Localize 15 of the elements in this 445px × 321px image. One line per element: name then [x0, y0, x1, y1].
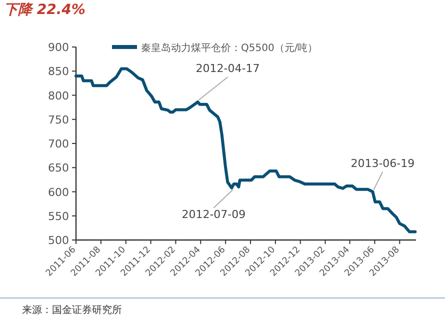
annotation: 2013-06-19: [350, 156, 415, 170]
y-tick-label: 550: [48, 210, 69, 223]
y-tick-label: 900: [48, 41, 69, 54]
source-note: 来源：国金证券研究所: [22, 304, 122, 316]
y-tick-label: 650: [48, 162, 69, 175]
chart-title: 下降 22.4%: [4, 2, 86, 18]
legend-label: 秦皇岛动力煤平仓价：Q5500（元/吨）: [141, 42, 318, 54]
y-tick-label: 800: [48, 89, 69, 102]
y-tick-label: 600: [48, 186, 69, 199]
annotation: 2012-04-17: [196, 62, 260, 76]
y-tick-label: 700: [48, 138, 69, 150]
annotation: 2012-07-09: [182, 208, 246, 221]
y-tick-label: 750: [48, 113, 69, 126]
y-tick-label: 500: [48, 234, 69, 247]
y-tick-label: 850: [48, 65, 69, 78]
